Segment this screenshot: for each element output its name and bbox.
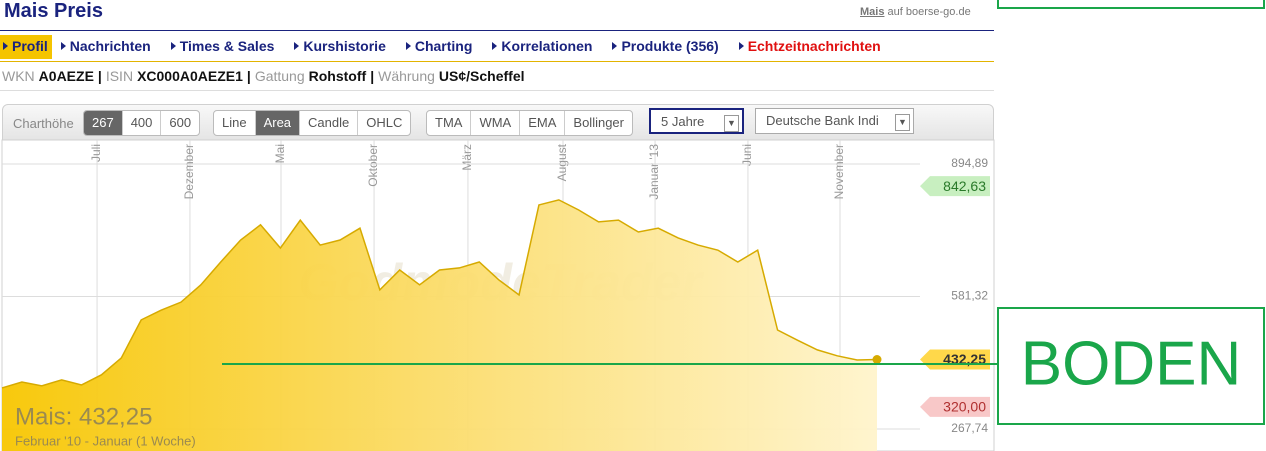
- divider: [0, 61, 994, 62]
- info-row: WKN A0AEZE | ISIN XC000A0AEZE1 | Gattung Rohsto…: [2, 68, 525, 84]
- x-tick-label: März: [460, 144, 474, 171]
- period-select[interactable]: 5 Jahre ▼: [649, 108, 744, 134]
- type-group: Line Area Candle OHLC: [213, 110, 412, 136]
- x-tick-label: November: [832, 144, 846, 199]
- nav-link[interactable]: Nachrichten: [58, 35, 168, 59]
- info-value: XC000A0AEZE1: [137, 68, 243, 84]
- indicator-group: TMA WMA EMA Bollinger: [426, 110, 633, 136]
- price-flag-label: 842,63: [943, 178, 986, 194]
- separator: |: [246, 68, 251, 84]
- y-tick-label: 267,74: [951, 421, 988, 435]
- toolbar-button[interactable]: Line: [222, 115, 247, 130]
- toolbar-button[interactable]: Candle: [299, 111, 357, 135]
- toolbar-button[interactable]: 400: [121, 111, 161, 135]
- separator: |: [97, 68, 102, 84]
- x-tick-label: Januar '13: [647, 144, 661, 200]
- info-key: Währung: [378, 68, 435, 84]
- toolbar-button[interactable]: Area: [254, 111, 300, 135]
- height-group: 267 400 600: [83, 110, 201, 136]
- x-tick-label: Mai: [273, 144, 287, 163]
- page-title: Mais Preis: [4, 0, 103, 22]
- link-rest[interactable]: auf boerse-go.de: [887, 6, 971, 18]
- line: [1, 199, 878, 389]
- x-tick-label: Juli: [89, 144, 103, 162]
- benchmark[interactable]: Deutsche Bank Indi: [766, 113, 879, 128]
- chart-subtitle: Februar '10 - Januar (1 Woche): [15, 433, 196, 448]
- toolbar-label: Charthöhe: [13, 116, 74, 131]
- divider: [0, 90, 994, 91]
- x-tick-label: Oktober: [366, 144, 380, 187]
- info-value: Rohstoff: [308, 68, 367, 84]
- y-tick-label: 894,89: [951, 156, 988, 170]
- last-point: [872, 354, 882, 364]
- nav-link[interactable]: Echtzeitnachrichten: [736, 35, 898, 59]
- info-key: WKN: [2, 68, 35, 84]
- info-key: ISIN: [105, 68, 134, 84]
- nav-link[interactable]: Produkte (356): [609, 35, 735, 59]
- annotation-box: [997, 307, 1265, 425]
- toolbar-button[interactable]: WMA: [470, 111, 519, 135]
- header-link[interactable]: Mais auf boerse-go.de: [860, 6, 971, 18]
- benchmark-select[interactable]: Deutsche Bank Indi ▼: [755, 108, 914, 134]
- chart-legend-title: Mais: 432,25: [15, 403, 152, 430]
- toolbar-button[interactable]: EMA: [519, 111, 564, 135]
- chart-toolbar: Charthöhe 267 400 600 Line Area Candle OHLC T…: [2, 104, 994, 142]
- toolbar-button[interactable]: Bollinger: [564, 111, 632, 135]
- price-flag: [920, 396, 990, 417]
- x-tick-label: August: [555, 143, 569, 181]
- info-value: A0AEZE: [38, 68, 94, 84]
- divider: [0, 30, 994, 31]
- period[interactable]: 5 Jahre: [661, 114, 705, 129]
- dropdown-arrow[interactable]: ▼: [724, 115, 739, 132]
- toolbar-button[interactable]: TMA: [435, 115, 463, 130]
- dropdown-arrow[interactable]: ▼: [895, 114, 910, 131]
- annotation-box: [997, 0, 1265, 9]
- nav-link[interactable]: Profil: [0, 35, 52, 59]
- annotation-text: BODEN: [1021, 329, 1241, 398]
- price-flag-label: 320,00: [943, 399, 986, 415]
- link-prefix[interactable]: Mais: [860, 6, 885, 18]
- nav-link[interactable]: Times & Sales: [168, 35, 292, 59]
- x-tick-label: Dezember: [182, 144, 196, 199]
- nav-link[interactable]: Korrelationen: [489, 35, 609, 59]
- info-value: US¢/Scheffel: [438, 68, 525, 84]
- toolbar-button[interactable]: 267: [84, 111, 122, 135]
- price-flag: [920, 176, 990, 197]
- toolbar-button[interactable]: 600: [160, 111, 199, 135]
- info-key: Gattung: [254, 68, 305, 84]
- toolbar-button[interactable]: OHLC: [357, 111, 410, 135]
- nav-link[interactable]: Charting: [403, 35, 490, 59]
- nav-link[interactable]: Kurshistorie: [291, 35, 402, 59]
- x-tick-label: Juni: [740, 144, 754, 166]
- separator: |: [370, 68, 375, 84]
- nav-bar: Profil Nachrichten Times & Sales Kurshistor…: [0, 35, 898, 59]
- y-tick-label: 581,32: [951, 289, 988, 303]
